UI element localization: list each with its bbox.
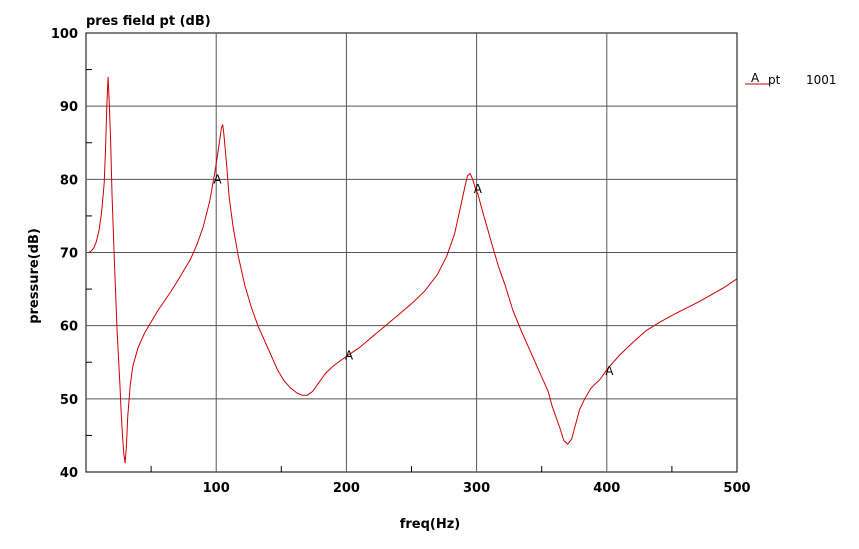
y-tick-label: 80 [60, 173, 78, 188]
series-marker-label: A [345, 349, 354, 363]
x-tick-labels: 100 200 300 400 500 [203, 481, 751, 496]
x-tick-label: 300 [463, 481, 490, 496]
axis-ticks [86, 69, 673, 472]
x-axis-label: freq(Hz) [400, 517, 461, 532]
y-tick-label: 40 [60, 466, 78, 481]
legend-marker: A [751, 71, 760, 85]
y-tick-label: 70 [60, 247, 78, 262]
y-tick-label: 50 [60, 393, 78, 408]
legend-series-name: pt [768, 73, 781, 87]
series-marker-label: A [605, 364, 614, 378]
y-tick-label: 90 [60, 100, 78, 115]
x-tick-label: 500 [723, 481, 750, 496]
y-tick-label: 100 [51, 27, 78, 42]
y-axis-label: pressure(dB) [27, 228, 42, 324]
legend: A pt 1001 [745, 71, 837, 87]
x-tick-label: 200 [333, 481, 360, 496]
series-markers: A A A A [213, 172, 614, 378]
legend-series-value: 1001 [806, 73, 837, 87]
x-tick-label: 400 [593, 481, 620, 496]
y-tick-label: 60 [60, 320, 78, 335]
y-tick-labels: 40 50 60 70 80 90 100 [51, 27, 78, 481]
series-marker-label: A [213, 172, 222, 186]
series-marker-label: A [474, 182, 483, 196]
grid [86, 33, 737, 472]
chart-title: pres field pt (dB) [86, 14, 211, 29]
series-line-pt [88, 76, 738, 464]
x-tick-label: 100 [203, 481, 230, 496]
